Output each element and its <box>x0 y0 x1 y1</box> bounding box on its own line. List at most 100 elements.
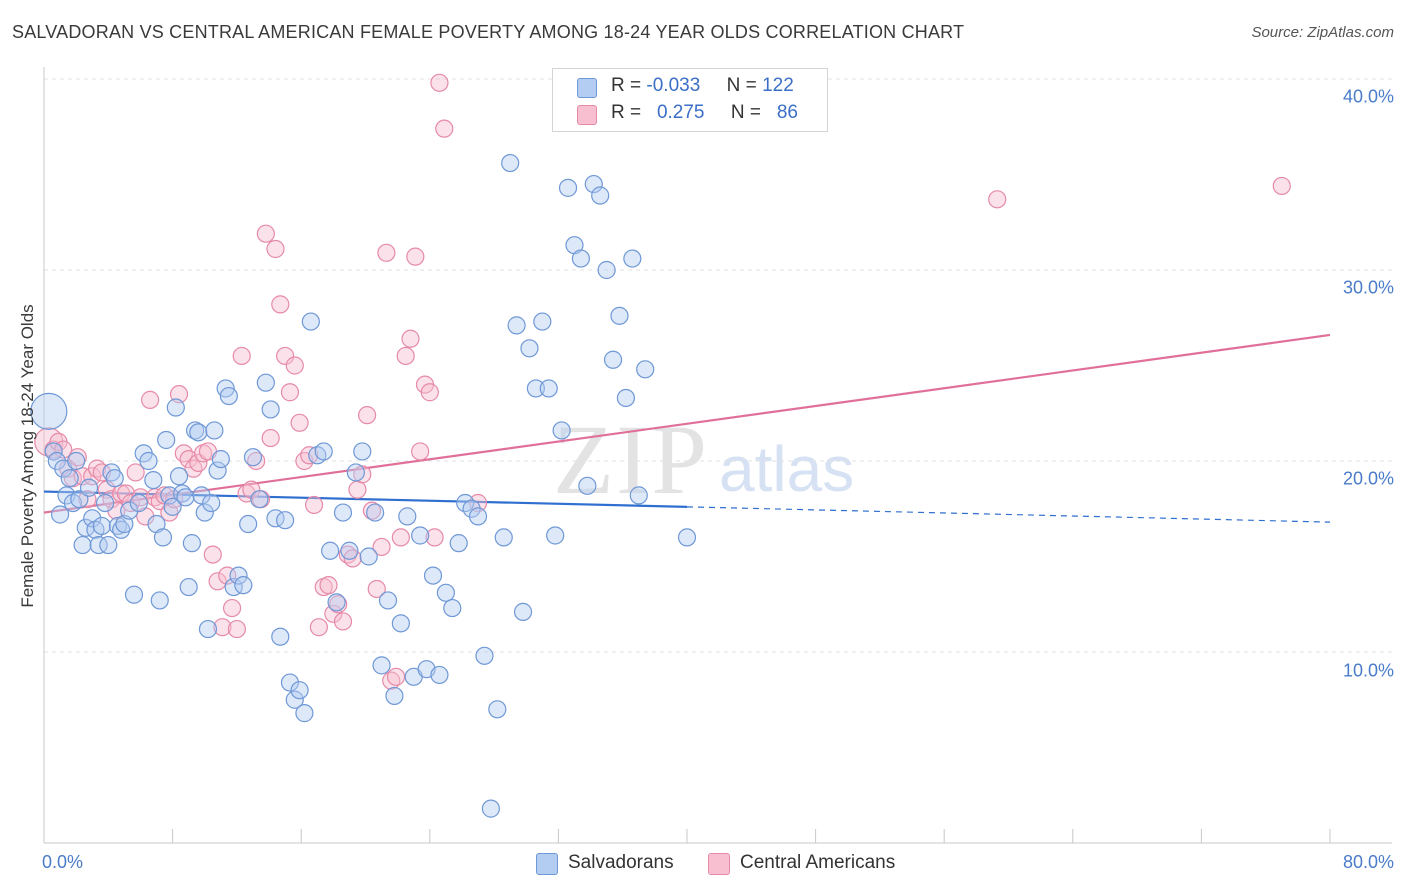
salvadoran-point <box>494 528 513 547</box>
central-american-point <box>319 576 338 595</box>
salvadoran-point <box>366 503 385 522</box>
salvadoran-point <box>552 421 571 440</box>
salvadoran-point <box>60 469 79 488</box>
salvadoran-point <box>144 471 163 490</box>
salvadoran-point <box>385 686 404 706</box>
salvadoran-point <box>256 373 275 392</box>
salvadoran-point <box>430 665 449 685</box>
salvadoran-point <box>616 388 636 408</box>
central-american-point <box>367 579 386 599</box>
y-axis-label: Female Poverty Among 18-24 Year Olds <box>18 304 37 608</box>
salvadoran-point <box>398 507 417 526</box>
salvadoran-point <box>462 499 481 518</box>
legend-n-value: 86 <box>776 102 798 123</box>
salvadoran-point <box>211 449 230 469</box>
salvadoran-points <box>30 153 697 818</box>
legend-n-value: 122 <box>762 75 794 96</box>
salvadoran-point <box>603 350 623 369</box>
central-american-point <box>266 239 285 259</box>
central-american-point <box>353 465 372 484</box>
legend-r-value: -0.033 <box>646 75 701 96</box>
y-tick-20: 20.0% <box>1342 468 1394 489</box>
source-label: Source: ZipAtlas.com <box>1251 24 1394 41</box>
salvadoran-point <box>507 316 526 335</box>
salvadoran-point <box>30 392 68 430</box>
salvadoran-point <box>321 541 340 560</box>
salvadoran-point <box>202 493 221 513</box>
salvadoran-point <box>102 463 121 482</box>
salvadoran-point <box>610 306 629 325</box>
central-american-point <box>116 484 136 503</box>
central-american-point <box>232 346 251 366</box>
salvadoran-trend-line <box>43 490 688 508</box>
central-american-point <box>324 604 343 623</box>
legend-r-label: R = <box>611 75 642 96</box>
central-american-point <box>391 528 410 547</box>
central-american-point <box>1272 176 1291 196</box>
salvadoran-point <box>501 153 520 173</box>
salvadoran-point <box>423 566 443 585</box>
salvadoran-point <box>89 535 108 555</box>
salvadoran-point <box>468 507 488 526</box>
central-american-point <box>227 619 246 639</box>
central-american-point <box>401 329 420 348</box>
salvadoran-point <box>285 690 304 709</box>
central-american-point <box>420 383 439 402</box>
salvadoran-point <box>301 312 320 331</box>
central-american-point <box>333 612 353 631</box>
salvadoran-point <box>629 486 648 505</box>
salvadoran-point <box>67 451 86 471</box>
central-american-trend-line <box>43 333 1331 514</box>
central-american-point <box>208 572 227 591</box>
salvadoran-point <box>112 520 131 539</box>
central-american-point <box>377 243 396 262</box>
central-american-point <box>271 295 290 314</box>
salvadoran-point <box>150 591 169 610</box>
salvadoran-point <box>192 486 211 505</box>
salvadoran-point <box>105 469 124 488</box>
salvadoran-point <box>271 627 290 646</box>
salvadoran-point <box>314 442 333 461</box>
salvadoran-point <box>176 488 195 507</box>
salvadoran-point <box>411 526 430 545</box>
central-american-point <box>112 484 131 503</box>
central-american-point <box>222 598 242 618</box>
x-tick-min: 0.0% <box>42 852 84 872</box>
legend-r-value: 0.275 <box>656 102 705 123</box>
salvadoran-point <box>182 534 201 553</box>
central-american-point <box>362 501 382 520</box>
salvadoran-point <box>234 576 253 595</box>
salvadoran-point <box>169 467 189 486</box>
salvadoran-point <box>533 312 552 331</box>
salvadoran-point <box>129 493 148 513</box>
salvadoran-point <box>124 585 144 604</box>
salvadoran-point <box>239 514 258 534</box>
central-american-point <box>435 119 454 138</box>
salvadoran-point <box>539 379 558 398</box>
salvadoran-point <box>139 451 158 471</box>
central-american-point <box>386 667 406 686</box>
legend-r-label: R = <box>611 102 642 123</box>
salvadoran-point <box>513 602 533 621</box>
central-american-point <box>304 495 324 515</box>
central-american-point <box>203 545 222 564</box>
bottom-legend-label: Central Americans <box>740 852 896 873</box>
salvadoran-point <box>481 799 500 818</box>
central-american-point <box>140 390 160 409</box>
salvadoran-point <box>276 511 295 530</box>
salvadoran-point <box>353 442 372 461</box>
central-american-point <box>169 385 189 404</box>
salvadoran-point <box>488 700 507 719</box>
salvadoran-point <box>436 583 455 602</box>
central-american-points <box>34 73 1291 690</box>
salvadoran-point <box>546 526 565 545</box>
chart-title: SALVADORAN VS CENTRAL AMERICAN FEMALE PO… <box>12 22 965 42</box>
salvadoran-point <box>677 528 697 547</box>
salvadoran-point <box>205 421 224 440</box>
salvadoran-point <box>443 598 462 618</box>
salvadoran-point <box>578 476 597 495</box>
central-american-point <box>430 73 449 92</box>
salvadoran-point <box>584 174 603 194</box>
central-american-point <box>372 537 391 557</box>
salvadoran-point <box>73 535 92 555</box>
